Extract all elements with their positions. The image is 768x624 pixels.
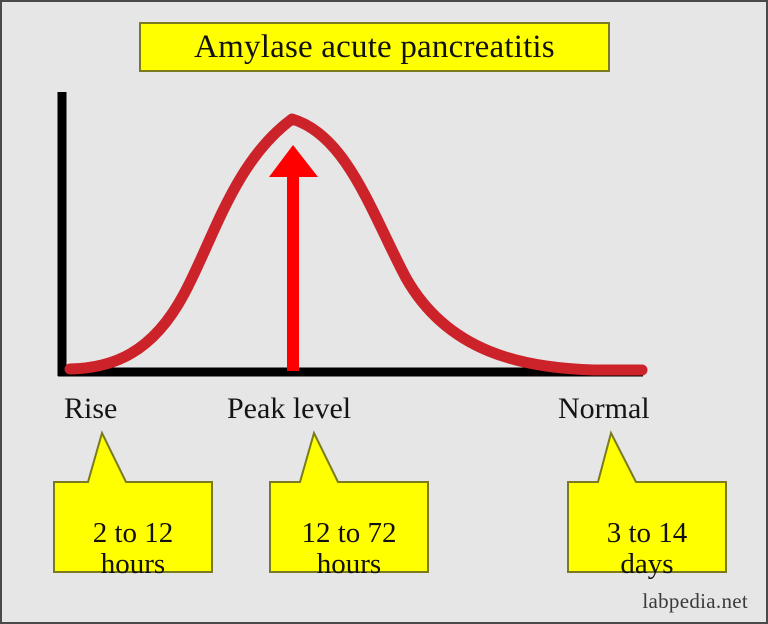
axis-label-peak: Peak level xyxy=(227,392,352,425)
callout-text: 3 to 14 days xyxy=(568,517,726,581)
watermark: labpedia.net xyxy=(642,589,748,613)
callout-shape xyxy=(53,430,213,573)
amylase-curve xyxy=(64,113,648,376)
axis-label-rise: Rise xyxy=(64,392,118,425)
callout-line-1: 12 to 72 xyxy=(301,517,397,549)
callout-shape xyxy=(269,430,429,573)
callout-shape xyxy=(567,430,727,573)
axis-label-normal: Normal xyxy=(558,392,650,425)
callout-normal-timing: 3 to 14 days xyxy=(567,430,727,580)
figure-title-box: Amylase acute pancreatitis xyxy=(139,22,610,72)
figure-title: Amylase acute pancreatitis xyxy=(194,28,555,65)
callout-line-1: 3 to 14 xyxy=(606,517,688,549)
callout-line-1: 2 to 12 xyxy=(92,517,174,549)
peak-arrow-head xyxy=(269,145,318,177)
callout-line-2: hours xyxy=(316,548,382,581)
callout-line-2: days xyxy=(620,548,674,581)
callout-text: 2 to 12 hours xyxy=(54,517,212,581)
callout-text: 12 to 72 hours xyxy=(270,517,428,581)
callout-peak-timing: 12 to 72 hours xyxy=(269,430,429,580)
callout-line-2: hours xyxy=(100,548,166,581)
callout-rise-timing: 2 to 12 hours xyxy=(53,430,213,580)
